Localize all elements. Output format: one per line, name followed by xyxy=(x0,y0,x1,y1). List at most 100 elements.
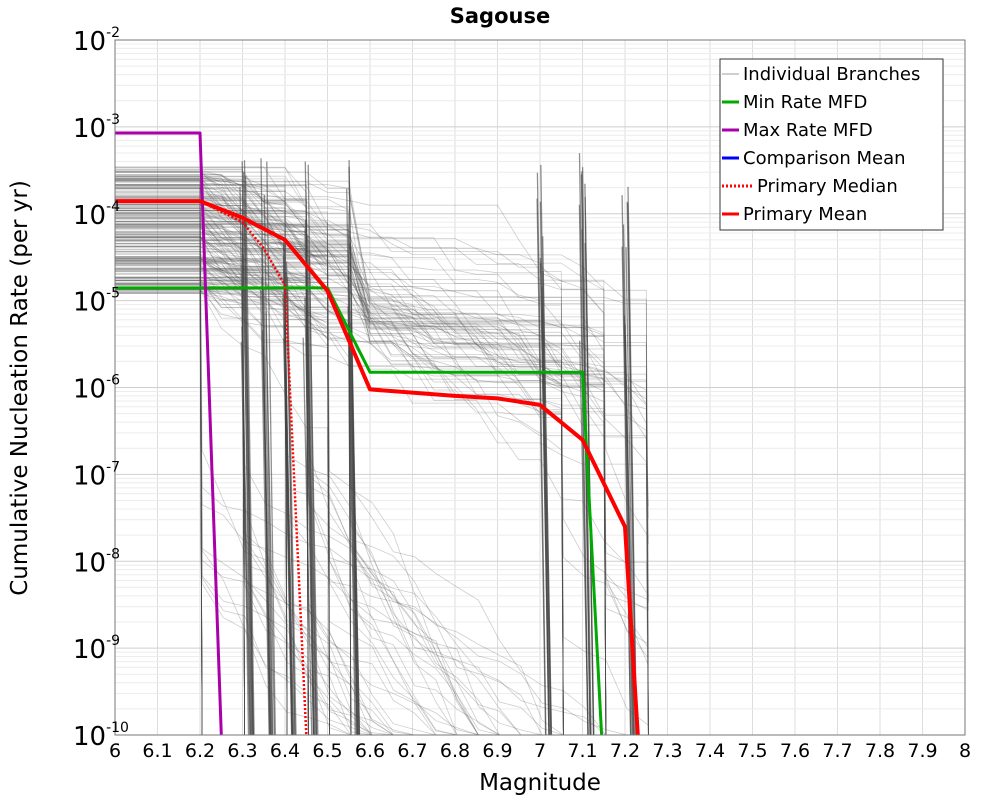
x-tick-label: 6.8 xyxy=(440,740,470,762)
branch-line xyxy=(115,258,649,596)
x-tick-label: 6.1 xyxy=(142,740,172,762)
branch-line xyxy=(115,237,288,736)
branch-line xyxy=(115,258,309,736)
branch-line xyxy=(115,185,203,736)
series-layer xyxy=(115,131,640,736)
branch-line xyxy=(115,235,288,736)
branch-line xyxy=(115,175,309,736)
branch-line xyxy=(115,268,352,736)
branch-line xyxy=(115,192,649,736)
branch-line xyxy=(115,188,203,736)
branch-drop-line xyxy=(241,326,252,736)
branch-line xyxy=(115,240,564,736)
branch-line xyxy=(115,166,309,736)
y-tick-label: 10-5 xyxy=(73,286,120,318)
x-tick-label: 7.9 xyxy=(907,740,937,762)
branch-line xyxy=(115,260,649,736)
branch-line xyxy=(115,171,288,736)
series-primary-median xyxy=(115,199,308,736)
branch-drop-line xyxy=(536,172,547,736)
branch-line xyxy=(115,186,330,736)
branch-line xyxy=(115,197,649,609)
branch-line xyxy=(115,208,649,736)
branch-line xyxy=(115,188,330,736)
branch-line xyxy=(115,276,649,736)
branch-line xyxy=(115,283,352,736)
branch-drop-line xyxy=(348,160,359,736)
legend-label: Primary Median xyxy=(757,176,898,197)
branch-line xyxy=(115,180,288,736)
branch-drop-line xyxy=(243,160,254,736)
x-tick-label: 6 xyxy=(109,740,121,762)
branch-line xyxy=(115,209,649,507)
branch-line xyxy=(115,174,564,736)
y-axis-label: Cumulative Nucleation Rate (per yr) xyxy=(7,180,33,596)
x-axis-label: Magnitude xyxy=(479,770,601,796)
branch-line xyxy=(115,218,649,736)
branch-line xyxy=(115,168,245,736)
branch-line xyxy=(115,283,649,736)
branch-line xyxy=(115,231,352,736)
branch-line xyxy=(115,193,245,736)
branch-line xyxy=(115,289,245,736)
branch-line xyxy=(115,196,245,736)
branch-line xyxy=(115,270,288,736)
branch-line xyxy=(115,221,649,736)
branch-line xyxy=(115,284,203,736)
branch-drop-line xyxy=(540,263,550,736)
x-tick-labels: 6 6.1 6.2 6.3 6.4 6.5 6.6 6.7 6.8 6.9 7 7.1 7.2 7.3 7.… xyxy=(109,740,971,762)
branch-line xyxy=(115,206,203,736)
x-tick-label: 7.6 xyxy=(780,740,810,762)
branch-drop-line xyxy=(263,195,274,736)
branch-line xyxy=(115,171,564,736)
branch-line xyxy=(115,283,203,736)
y-tick-label: 10-10 xyxy=(73,720,129,752)
series-min-rate-mfd xyxy=(115,286,604,736)
branch-line xyxy=(115,211,607,736)
branch-line xyxy=(115,224,564,736)
branch-line xyxy=(115,236,649,736)
branch-drop-line xyxy=(307,235,317,736)
branch-line xyxy=(115,253,288,736)
branch-line xyxy=(115,241,203,736)
branch-line xyxy=(115,257,245,736)
branch-drop-line xyxy=(244,175,255,736)
branch-drop-line xyxy=(262,345,273,736)
branch-line xyxy=(115,277,649,736)
branch-line xyxy=(115,258,309,736)
y-tick-label: 10-8 xyxy=(73,546,120,578)
branch-drop-line xyxy=(240,341,251,736)
x-tick-label: 6.6 xyxy=(355,740,385,762)
branch-bundle xyxy=(115,153,649,736)
branch-line xyxy=(115,212,203,736)
x-tick-label: 7.3 xyxy=(652,740,682,762)
branch-line xyxy=(115,246,352,736)
branch-line xyxy=(115,225,649,601)
branch-line xyxy=(115,277,649,545)
branch-line xyxy=(115,224,245,736)
branch-line xyxy=(115,261,245,736)
branch-line xyxy=(115,262,309,736)
branch-line xyxy=(115,281,309,736)
branch-line xyxy=(115,276,309,736)
branch-line xyxy=(115,230,203,736)
x-tick-label: 7.4 xyxy=(695,740,725,762)
branch-line xyxy=(115,268,352,736)
branch-line xyxy=(115,260,203,736)
branch-line xyxy=(115,239,352,736)
branch-line xyxy=(115,240,309,736)
branch-line xyxy=(115,277,245,736)
branch-line xyxy=(115,210,649,736)
y-tick-label: 10-6 xyxy=(73,373,120,405)
branch-line xyxy=(115,284,309,736)
branch-line xyxy=(115,180,649,666)
branch-line xyxy=(115,289,649,736)
legend-label: Comparison Mean xyxy=(743,148,906,169)
x-tick-label: 7.2 xyxy=(610,740,640,762)
branch-line xyxy=(115,243,245,736)
branch-line xyxy=(115,208,649,519)
branch-line xyxy=(115,271,649,659)
branch-line xyxy=(115,234,245,736)
branch-drop-line xyxy=(302,337,313,736)
